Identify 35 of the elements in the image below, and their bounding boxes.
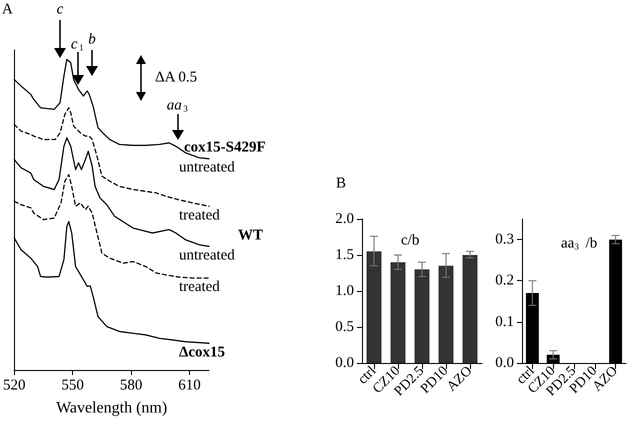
text: A (2, 2, 13, 18)
bar (390, 262, 406, 363)
annotation: cox15-S429F (184, 140, 266, 156)
text: WT (238, 228, 264, 244)
annotation: aa3 (166, 98, 188, 114)
series-label: untreated (179, 160, 236, 176)
x-tick-label: 520 (3, 378, 26, 394)
y-tick-label: 0.0 (335, 355, 354, 371)
text: b (88, 32, 96, 48)
text: c1 (70, 36, 84, 52)
y-tick-label: 0.0 (495, 355, 514, 371)
y-tick-label: 0.1 (495, 314, 514, 330)
y-tick-label: 0.2 (495, 272, 514, 289)
y-tick-label: 0.5 (335, 319, 354, 335)
y-tick-label: 1.0 (335, 283, 354, 299)
x-axis-title: Wavelength (nm) (56, 400, 168, 416)
series-label: treated (179, 207, 220, 224)
text: B (336, 176, 346, 192)
text: c (56, 2, 64, 18)
series-label: treated (179, 279, 220, 296)
x-tick-label: 610 (178, 378, 201, 394)
series-label: Δcox15 (179, 344, 226, 360)
x-tick-label: 550 (61, 378, 84, 394)
x-tick-label: 580 (120, 378, 142, 394)
bar (462, 255, 478, 363)
series-label: untreated (179, 247, 236, 264)
bar (366, 251, 382, 363)
y-tick-label: 2.0 (335, 211, 354, 227)
text: c/b (401, 232, 420, 248)
y-tick-label: 0.3 (495, 232, 514, 248)
annotation: ΔA 0.5 (155, 70, 198, 86)
bar (414, 269, 430, 363)
text: aa3 /b (561, 236, 598, 252)
bar (438, 266, 454, 363)
y-tick-label: 1.5 (335, 247, 354, 263)
